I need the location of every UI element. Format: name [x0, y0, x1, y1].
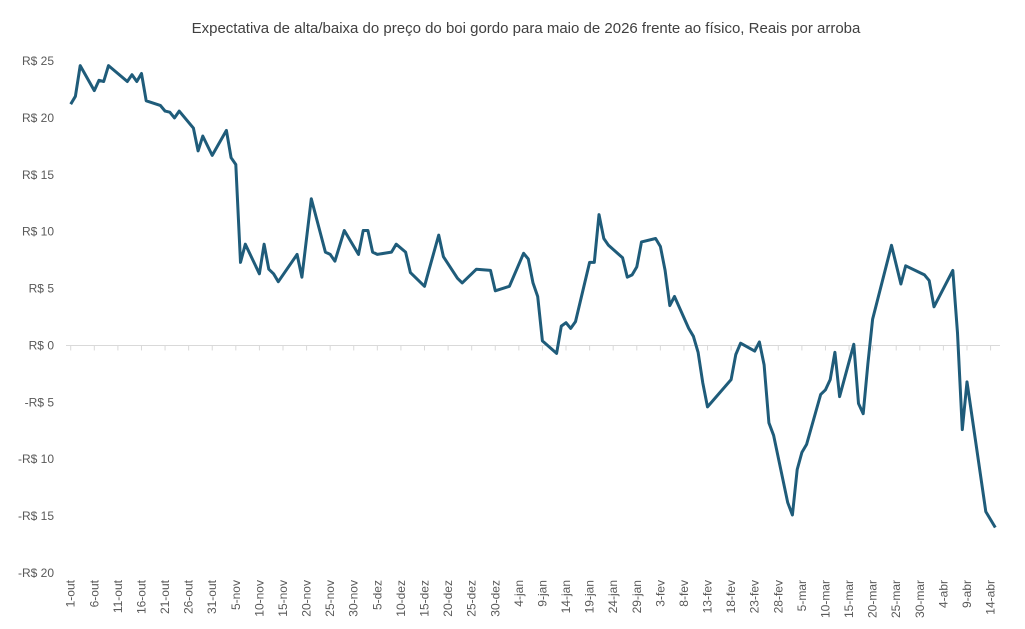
x-tick-label: 6-out [87, 579, 101, 607]
x-tick-label: 29-jan [630, 580, 644, 613]
y-tick-label: -R$ 10 [18, 452, 54, 466]
x-tick-label: 15-dez [418, 580, 432, 617]
x-tick-label: 25-dez [465, 580, 479, 617]
chart-title: Expectativa de alta/baixa do preço do bo… [192, 20, 861, 37]
x-tick-label: 8-fev [677, 580, 691, 607]
y-tick-label: R$ 10 [22, 225, 54, 239]
x-tick-label: 25-nov [323, 580, 337, 617]
x-tick-label: 14-abr [984, 580, 998, 615]
y-tick-label: -R$ 5 [25, 395, 55, 409]
x-tick-label: 20-mar [866, 580, 880, 618]
x-tick-label: 31-out [205, 579, 219, 614]
x-tick-label: 13-fev [701, 580, 715, 613]
x-tick-label: 30-nov [347, 580, 361, 617]
y-tick-label: -R$ 20 [18, 566, 54, 580]
x-tick-label: 24-jan [606, 580, 620, 613]
x-tick-label: 10-nov [252, 580, 266, 617]
x-tick-label: 30-mar [913, 580, 927, 618]
series-line [69, 64, 997, 529]
x-tick-label: 9-jan [535, 580, 549, 607]
x-tick-label: 5-mar [795, 580, 809, 611]
y-tick-label: R$ 15 [22, 168, 54, 182]
x-tick-label: 4-jan [512, 580, 526, 607]
x-tick-label: 10-mar [818, 580, 832, 618]
x-tick-label: 10-dez [394, 580, 408, 617]
x-tick-label: 1-out [64, 579, 78, 607]
y-tick-label: R$ 25 [22, 54, 54, 68]
x-tick-label: 15-nov [276, 580, 290, 617]
x-tick-label: 5-nov [229, 580, 243, 610]
x-tick-label: 30-dez [488, 580, 502, 617]
y-tick-label: R$ 5 [29, 282, 55, 296]
x-tick-label: 14-jan [559, 580, 573, 613]
x-tick-label: 18-fev [724, 580, 738, 613]
x-tick-label: 4-abr [936, 580, 950, 608]
x-tick-label: 26-out [182, 579, 196, 614]
x-tick-label: 23-fev [748, 580, 762, 613]
x-tick-label: 3-fev [653, 580, 667, 607]
x-tick-label: 21-out [158, 579, 172, 614]
y-tick-label: R$ 0 [29, 338, 55, 352]
x-tick-label: 15-mar [842, 580, 856, 618]
x-tick-label: 20-dez [441, 580, 455, 617]
x-tick-label: 28-fev [771, 580, 785, 613]
y-tick-label: R$ 20 [22, 111, 54, 125]
x-tick-label: 20-nov [300, 580, 314, 617]
x-tick-label: 11-out [111, 579, 125, 613]
x-tick-label: 19-jan [583, 580, 597, 613]
x-tick-label: 25-mar [889, 580, 903, 618]
x-tick-label: 9-abr [960, 580, 974, 608]
x-tick-label: 16-out [134, 579, 148, 614]
y-tick-label: -R$ 15 [18, 509, 54, 523]
x-tick-label: 5-dez [370, 580, 384, 610]
